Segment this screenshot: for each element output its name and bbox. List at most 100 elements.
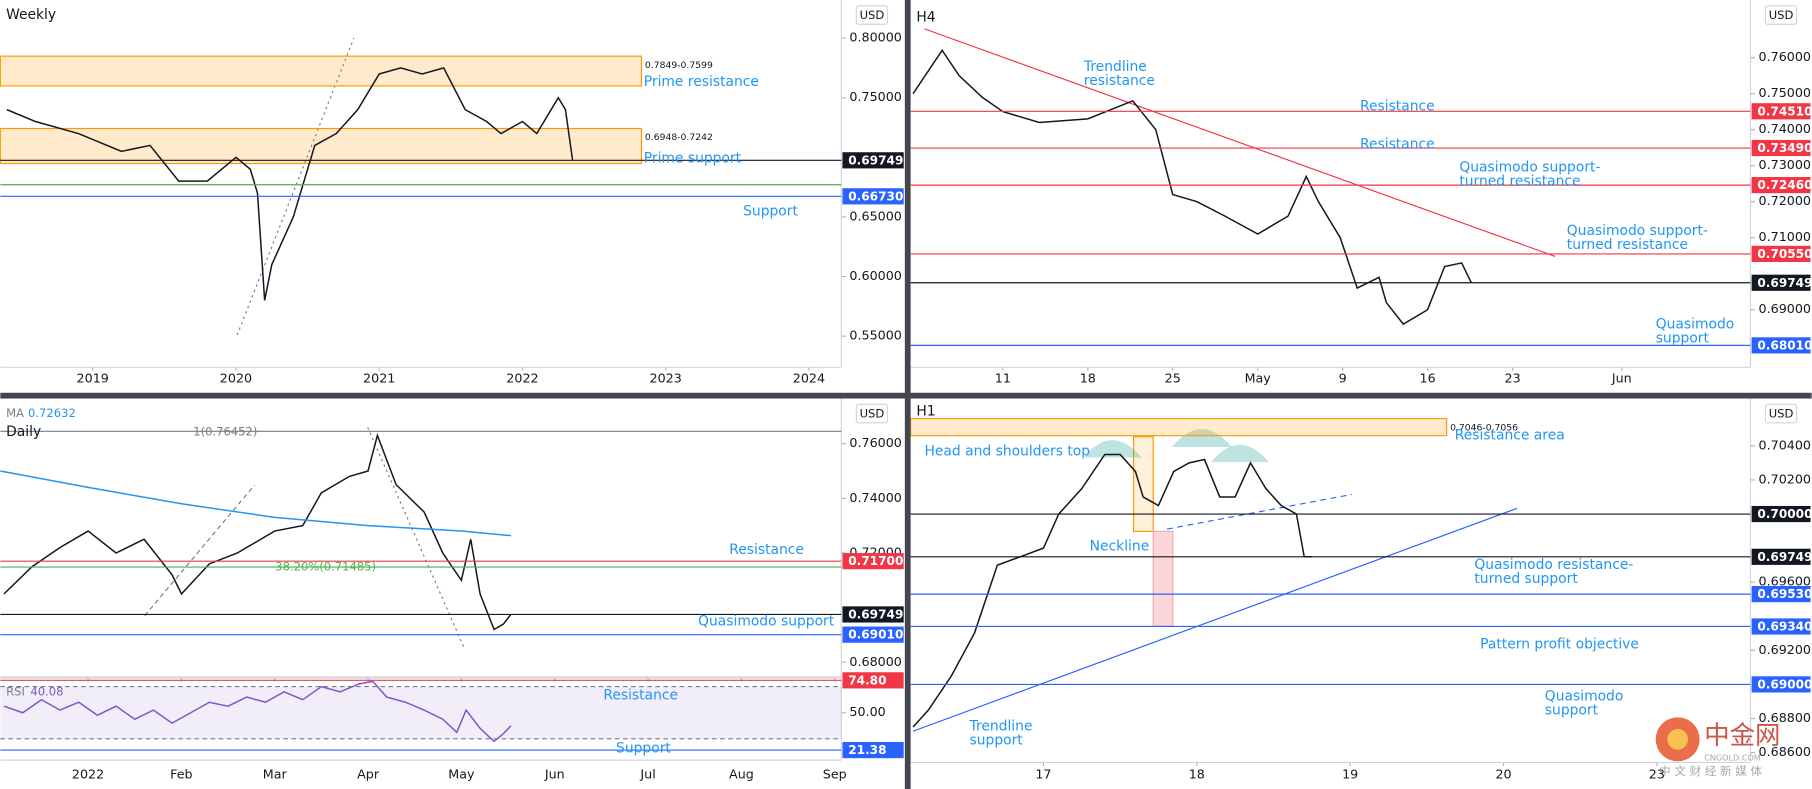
x-tick-label: 23 (1649, 767, 1665, 782)
price-badge (1751, 676, 1811, 693)
rsi-band (0, 686, 842, 739)
pane-title: Daily (6, 424, 41, 440)
x-tick-label: 11 (995, 370, 1011, 385)
annotation: turned support (1474, 571, 1578, 587)
zone (0, 127, 643, 165)
annotation: Pattern profit objective (1480, 637, 1639, 653)
annotation: Resistance area (1455, 428, 1565, 444)
annotation: Resistance (1360, 98, 1435, 114)
y-tick-label: 0.74000 (1759, 121, 1811, 136)
annotation: Support (616, 741, 671, 757)
y-tick-label: 0.55000 (849, 328, 901, 343)
pattern-box (1132, 436, 1154, 532)
zone-label: 0.7849-0.7599 (645, 60, 713, 71)
y-tick-label: 0.70400 (1759, 437, 1811, 452)
fib-trend (144, 484, 255, 617)
watermark-text: 中金网 (1704, 720, 1780, 750)
x-tick-label: 2020 (220, 370, 252, 385)
price-badge-label: 74.80 (848, 673, 886, 687)
x-tick-label: 9 (1339, 370, 1347, 385)
x-tick-label: Jul (639, 767, 655, 782)
x-tick-label: 2022 (506, 370, 538, 385)
price-badge-label: 0.69340 (1757, 620, 1812, 634)
head (1171, 429, 1232, 448)
currency-box (1764, 403, 1798, 424)
y-tick-label: 0.72000 (1759, 193, 1811, 208)
annotation: 38.20%(0.71485) (275, 560, 376, 574)
price-badge-label: 0.66730 (848, 189, 903, 203)
annotation: 1(0.76452) (193, 425, 257, 439)
y-tick-label: 0.60000 (849, 268, 901, 283)
indicator-name: MA (6, 406, 24, 420)
y-tick-label: 0.69000 (1759, 301, 1811, 316)
annotation: Resistance (729, 542, 804, 558)
currency: USD (860, 407, 885, 421)
indicator-value: 0.72632 (28, 406, 76, 420)
trendline (924, 28, 1556, 257)
price-badge-label: 0.69749 (848, 608, 903, 622)
price-badge-label: 0.70000 (1757, 507, 1812, 521)
x-tick-label: Feb (170, 767, 192, 782)
y-tick-label: 0.74000 (849, 490, 901, 505)
x-tick-label: May (1245, 370, 1272, 385)
y-tick-label: 0.68000 (849, 654, 901, 669)
watermark-text: CNGOLD.COM (1704, 752, 1761, 762)
price-badge (1751, 548, 1811, 565)
annotation: resistance (1084, 73, 1155, 89)
price-badge (1751, 103, 1811, 120)
pane-title: Weekly (6, 7, 56, 23)
annotation: turned resistance (1567, 237, 1688, 253)
price-badge-label: 0.70550 (1757, 247, 1812, 261)
price-badge (1751, 139, 1811, 157)
annotation: turned resistance (1459, 173, 1580, 189)
y-tick-label: 0.68600 (1759, 744, 1811, 759)
annotation: Quasimodo (1545, 689, 1624, 705)
price-line (0, 470, 511, 537)
zone (910, 418, 1448, 437)
x-tick-label: 18 (1080, 370, 1096, 385)
price-badge (1751, 586, 1811, 603)
x-tick-label: Mar (263, 767, 288, 782)
annotation: Trendline (969, 719, 1033, 735)
y-tick-label: 0.73000 (1759, 157, 1811, 172)
x-tick-label: 2019 (77, 370, 109, 385)
annotation: Quasimodo (1656, 317, 1735, 333)
separator (0, 392, 1812, 399)
y-tick-label: 0.80000 (849, 30, 901, 45)
price-badge (842, 742, 904, 759)
annotation: support (970, 732, 1024, 748)
price-badge (1751, 618, 1811, 635)
price-badge-label: 21.38 (848, 743, 886, 757)
pane-title: H4 (916, 9, 935, 25)
indicator-name: RSI (6, 684, 25, 698)
x-tick-label: 2022 (72, 767, 104, 782)
annotation: Head and shoulders top (924, 444, 1090, 460)
price-badge (1751, 177, 1811, 194)
shoulder (1083, 440, 1142, 458)
y-tick-label: 0.69200 (1759, 642, 1811, 657)
x-tick-label: 16 (1420, 370, 1436, 385)
annotation: support (1545, 702, 1599, 718)
x-tick-label: 2023 (650, 370, 682, 385)
x-tick-label: May (448, 767, 475, 782)
watermark: 中金网 CNGOLD.COM 中 文 财 经 新 媒 体 (1655, 717, 1780, 778)
y-tick-label: 0.71000 (1759, 229, 1811, 244)
x-tick-label: 25 (1165, 370, 1181, 385)
annotation: support (1656, 330, 1710, 346)
pane-title: H1 (916, 403, 935, 419)
currency-box (855, 403, 889, 424)
price-badge (842, 606, 904, 623)
price-badge-label: 0.74510 (1757, 104, 1812, 118)
price-badge-label: 0.69749 (1757, 550, 1812, 564)
x-tick-label: Apr (357, 767, 380, 782)
x-tick-label: 17 (1035, 767, 1051, 782)
annotation: Quasimodo support- (1567, 223, 1708, 239)
neckline (1166, 493, 1353, 530)
price-line (912, 453, 1312, 728)
price-badge-label: 0.68010 (1757, 338, 1812, 352)
y-tick-label: 0.68800 (1759, 710, 1811, 725)
pattern-box (1152, 530, 1174, 627)
watermark-text: 中 文 财 经 新 媒 体 (1659, 764, 1762, 778)
price-badge (842, 626, 904, 643)
